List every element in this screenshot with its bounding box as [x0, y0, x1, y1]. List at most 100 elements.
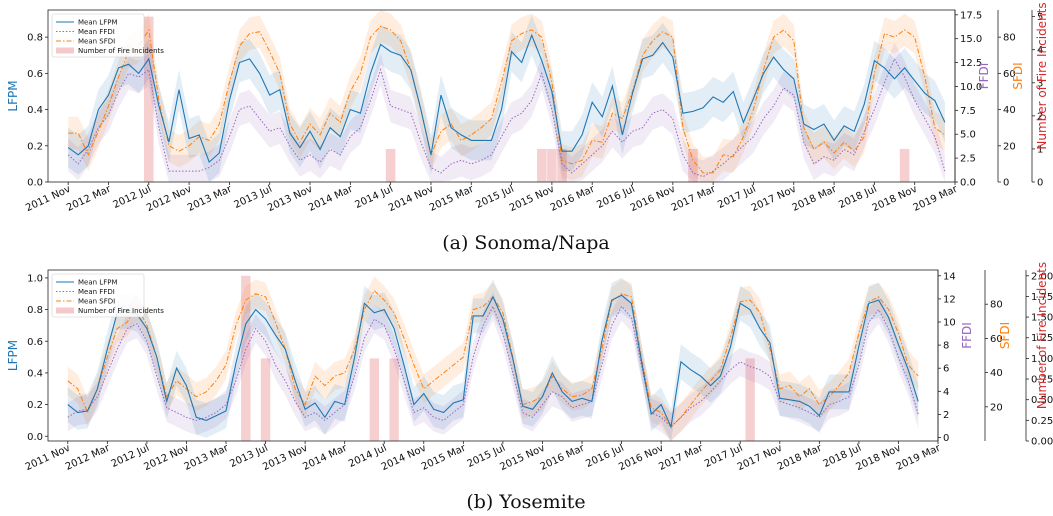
fires-axis-tick-label: 3: [1037, 78, 1043, 89]
ffdi-axis-label: FFDI: [977, 63, 991, 90]
series-band-ffdi: [67, 292, 919, 441]
x-tick-label: 2013 Mar: [183, 442, 231, 472]
x-tick-label: 2017 Nov: [750, 184, 798, 214]
ffdi-axis-tick-label: 0: [943, 433, 949, 444]
x-tick-label: 2015 Mar: [420, 442, 468, 472]
series-band-sfdi: [68, 10, 945, 182]
fire-incident-bar: [369, 358, 380, 441]
series-line-sfdi: [68, 25, 946, 174]
y-tick-label: 0.8: [27, 305, 43, 316]
x-tick-label: 2011 Nov: [24, 443, 72, 473]
ffdi-axis-tick-label: 7.5: [960, 106, 976, 117]
fire-incident-bar: [547, 148, 557, 182]
x-tick-label: 2014 Nov: [387, 184, 435, 214]
x-tick-label: 2017 Mar: [670, 183, 718, 213]
ffdi-axis-tick-label: 5.0: [960, 130, 976, 141]
sfdi-axis-tick-label: 20: [990, 402, 1003, 413]
x-tick-label: 2018 Nov: [854, 443, 902, 473]
ffdi-axis-tick-label: 10.0: [960, 82, 982, 93]
x-tick-label: 2017 Mar: [657, 442, 705, 472]
x-tick-label: 2012 Mar: [65, 183, 113, 213]
chart-panel-1: 0.0 0.2 0.4 0.6 0.8 1.0 LFPM 0 2 4 6 8 10 12 14 FFDI 20 4…: [6, 262, 1053, 513]
fire-incident-bar: [899, 148, 910, 182]
series-band-lfpm: [68, 15, 945, 183]
y-tick-label: 0.0: [27, 432, 43, 443]
series-band-lfpm: [67, 277, 919, 441]
fires-axis-tick-label: 0.50: [1031, 395, 1053, 406]
fires-axis-tick-label: 1.00: [1031, 354, 1053, 365]
x-tick-label: 2018 Mar: [776, 442, 824, 472]
y-tick-label: 0.6: [27, 337, 43, 348]
x-tick-label: 2017 Nov: [736, 443, 784, 473]
y-tick-label: 1.0: [27, 273, 43, 284]
sfdi-axis-tick-label: 40: [1003, 105, 1016, 116]
x-tick-label: 2012 Mar: [64, 442, 112, 472]
fire-incident-bar: [688, 148, 698, 182]
x-tick-label: 2015 Nov: [498, 443, 546, 473]
x-tick-label: 2015 Nov: [508, 184, 556, 214]
x-tick-label: 2018 Mar: [791, 183, 839, 213]
fires-axis-tick-label: 0.75: [1031, 375, 1053, 386]
ffdi-axis-tick-label: 4: [943, 387, 949, 398]
series-band-sfdi: [67, 276, 919, 441]
x-tick-label: 2013 Mar: [186, 183, 234, 213]
series-line-ffdi: [67, 305, 919, 428]
legend-label: Mean SFDI: [78, 298, 115, 306]
fires-axis-tick-label: 1: [1037, 144, 1043, 155]
x-tick-label: 2013 Nov: [266, 184, 314, 214]
figure-caption: (a) Sonoma/Napa: [442, 232, 610, 254]
y-tick-label: 0.8: [27, 33, 43, 44]
x-tick-label: 2012 Nov: [142, 443, 190, 473]
fires-axis-tick-label: 4: [1037, 45, 1043, 56]
y-tick-label: 0.4: [27, 105, 43, 116]
sfdi-axis-tick-label: 20: [1003, 141, 1016, 152]
ffdi-axis-tick-label: 12: [943, 294, 956, 305]
fires-axis-tick-label: 1.50: [1031, 313, 1053, 324]
legend-label: Mean FFDI: [78, 28, 115, 36]
chart-panel-0: 0.0 0.2 0.4 0.6 0.8 LFPM 0.0 2.5 5.0 7.5 10.0 12.5 1…: [6, 2, 1049, 254]
x-tick-label: 2016 Mar: [549, 183, 597, 213]
ffdi-axis-tick-label: 10: [943, 317, 956, 328]
legend-label: Number of Fire Incidents: [78, 47, 164, 55]
ffdi-axis-tick-label: 14: [943, 271, 956, 282]
x-tick-label: 2013 Nov: [261, 443, 309, 473]
ffdi-axis-tick-label: 2.5: [960, 154, 976, 165]
y-axis-label-lfpm: LFPM: [6, 80, 20, 111]
x-tick-label: 2016 Nov: [629, 184, 677, 214]
fire-incident-bar: [389, 358, 399, 441]
legend-label: Number of Fire Incidents: [78, 307, 164, 315]
legend-box: [51, 273, 145, 318]
ffdi-axis-tick-label: 2: [943, 410, 949, 421]
series-line-lfpm: [67, 294, 919, 429]
x-tick-label: 2016 Mar: [539, 442, 587, 472]
fires-axis-tick-label: 5: [1037, 12, 1043, 23]
series-band-ffdi: [68, 42, 945, 182]
sfdi-axis-tick-label: 80: [990, 300, 1003, 311]
sfdi-axis-tick-label: 40: [990, 368, 1003, 379]
fire-incident-bar: [557, 148, 567, 182]
x-tick-label: 2012 Nov: [145, 184, 193, 214]
sfdi-axis-tick-label: 80: [1003, 33, 1016, 44]
fires-axis-tick-label: 1.75: [1031, 292, 1053, 303]
x-tick-label: 2014 Mar: [301, 442, 349, 472]
fire-incident-bar: [260, 358, 271, 441]
fires-axis-tick-label: 0: [1037, 178, 1043, 189]
y-tick-label: 0.2: [27, 400, 43, 411]
x-tick-label: 2019 Mar: [912, 183, 960, 213]
x-tick-label: 2014 Mar: [307, 183, 355, 213]
sfdi-axis-tick-label: 60: [1003, 69, 1016, 80]
fires-axis-tick-label: 2: [1037, 111, 1043, 122]
fires-axis-tick-label: 2.00: [1031, 271, 1053, 282]
sfdi-axis-label: SFDI: [1011, 62, 1025, 89]
ffdi-axis-tick-label: 6: [943, 364, 949, 375]
sfdi-axis-tick-label: 60: [990, 334, 1003, 345]
fires-axis-tick-label: 0.00: [1031, 437, 1053, 448]
fires-axis-label: Number of Fire Incidents: [1035, 2, 1049, 149]
series-line-ffdi: [67, 57, 946, 178]
fire-incident-bar: [143, 16, 154, 182]
ffdi-axis-tick-label: 15.0: [960, 34, 982, 45]
ffdi-axis-tick-label: 8: [943, 341, 949, 352]
fire-incident-bar: [745, 358, 755, 441]
series-line-lfpm: [67, 33, 946, 164]
legend-label: Mean LFPM: [78, 19, 117, 27]
